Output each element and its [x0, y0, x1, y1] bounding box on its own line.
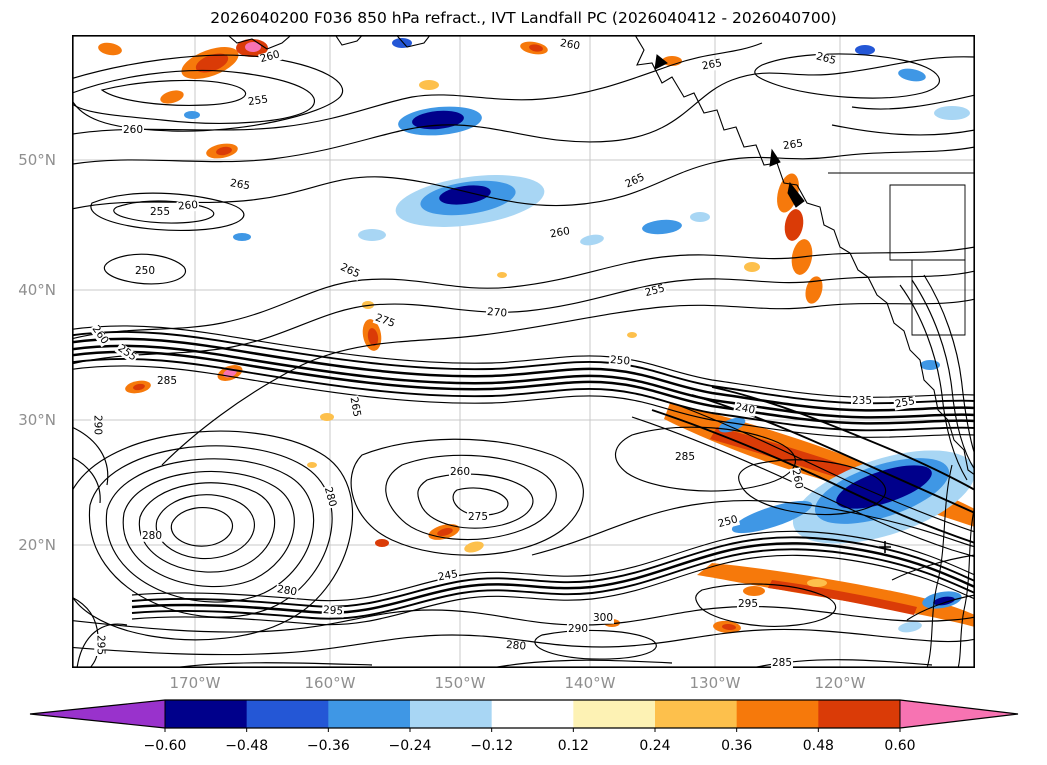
- colorbar-segment: [165, 700, 248, 728]
- colorbar-tick-label: −0.60: [144, 738, 187, 754]
- x-axis: 170°W 160°W 150°W 140°W 130°W 120°W: [72, 674, 975, 698]
- colorbar: −0.60 −0.48 −0.36 −0.24 −0.12 0.12 0.24 0.36 0.4…: [0, 697, 1047, 765]
- colorbar-segment: [246, 700, 329, 728]
- fill-region: [98, 42, 122, 56]
- x-tick-label: 140°W: [564, 674, 616, 692]
- colorbar-tick-label: 0.60: [884, 738, 915, 754]
- fill-region: [920, 360, 940, 370]
- colorbar-tick-label: −0.36: [307, 738, 350, 754]
- y-tick-label: 40°N: [18, 281, 56, 299]
- fill-region: [855, 45, 875, 55]
- fill-region: [836, 465, 932, 509]
- colorbar-tick-label: −0.24: [389, 738, 432, 754]
- sensitivity-fill-regions: [98, 38, 975, 634]
- colorbar-canvas: −0.60 −0.48 −0.36 −0.24 −0.12 0.12 0.24 0.36 0.4…: [29, 699, 1019, 754]
- colorbar-tick-label: 0.12: [558, 738, 589, 754]
- fill-region: [358, 229, 386, 241]
- colorbar-segment: [573, 700, 656, 728]
- fill-region: [744, 262, 760, 272]
- x-tick-label: 160°W: [304, 674, 356, 692]
- fill-region: [375, 539, 389, 547]
- state-borders: [828, 172, 975, 336]
- fill-region: [233, 233, 251, 241]
- fill-region: [392, 38, 412, 48]
- fill-region: [195, 53, 229, 73]
- fill-region: [133, 383, 145, 391]
- contour-lines: [72, 42, 975, 668]
- fill-region: [320, 413, 334, 421]
- colorbar-tick-label: 0.48: [803, 738, 834, 754]
- colorbar-tick-label: −0.12: [470, 738, 513, 754]
- fill-region: [216, 146, 232, 156]
- colorbar-segment: [328, 700, 411, 728]
- chart-title: 2026040200 F036 850 hPa refract., IVT La…: [210, 9, 837, 27]
- fill-region: [743, 586, 765, 596]
- colorbar-tick-label: 0.36: [721, 738, 752, 754]
- fill-region: [184, 111, 200, 119]
- colorbar-segment: [736, 700, 819, 728]
- fill-region: [307, 462, 317, 468]
- colorbar-segment: [491, 700, 574, 728]
- fill-region: [419, 80, 439, 90]
- x-tick-label: 120°W: [814, 674, 866, 692]
- y-axis: 50°N 40°N 30°N 20°N: [0, 35, 66, 668]
- fill-region: [898, 68, 926, 82]
- y-tick-label: 30°N: [18, 411, 56, 429]
- fill-region: [731, 500, 813, 534]
- fill-region: [627, 332, 637, 338]
- colorbar-under-arrow: [30, 700, 165, 728]
- colorbar-tick-label: −0.48: [225, 738, 268, 754]
- map-plot-area: [72, 35, 975, 668]
- colorbar-segment: [410, 700, 493, 728]
- fill-region: [245, 42, 261, 52]
- colorbar-over-arrow: [900, 700, 1018, 728]
- fill-region: [439, 185, 491, 205]
- fill-region: [497, 272, 507, 278]
- y-tick-label: 20°N: [18, 536, 56, 554]
- fill-band: [768, 580, 917, 615]
- landfall-marker: [879, 541, 891, 553]
- fill-region: [807, 579, 827, 587]
- y-tick-label: 50°N: [18, 151, 56, 169]
- plot-border: [72, 35, 975, 668]
- colorbar-tick-label: 0.24: [639, 738, 670, 754]
- fill-region: [934, 106, 970, 120]
- map-canvas: [72, 35, 975, 668]
- fill-region: [642, 219, 682, 235]
- fill-region: [437, 528, 453, 536]
- fill-region: [805, 276, 823, 304]
- fill-region: [580, 234, 604, 246]
- x-tick-label: 170°W: [169, 674, 221, 692]
- x-tick-label: 150°W: [434, 674, 486, 692]
- colorbar-segment: [818, 700, 901, 728]
- fill-region: [367, 328, 379, 346]
- x-tick-label: 130°W: [689, 674, 741, 692]
- fill-region: [529, 44, 543, 52]
- colorbar-segment: [655, 700, 738, 728]
- fill-region: [464, 541, 484, 553]
- fill-region: [690, 212, 710, 222]
- fill-region: [784, 209, 804, 241]
- fill-region: [160, 90, 184, 104]
- fill-region: [933, 596, 955, 606]
- fill-region: [722, 623, 736, 631]
- fill-region: [898, 621, 922, 633]
